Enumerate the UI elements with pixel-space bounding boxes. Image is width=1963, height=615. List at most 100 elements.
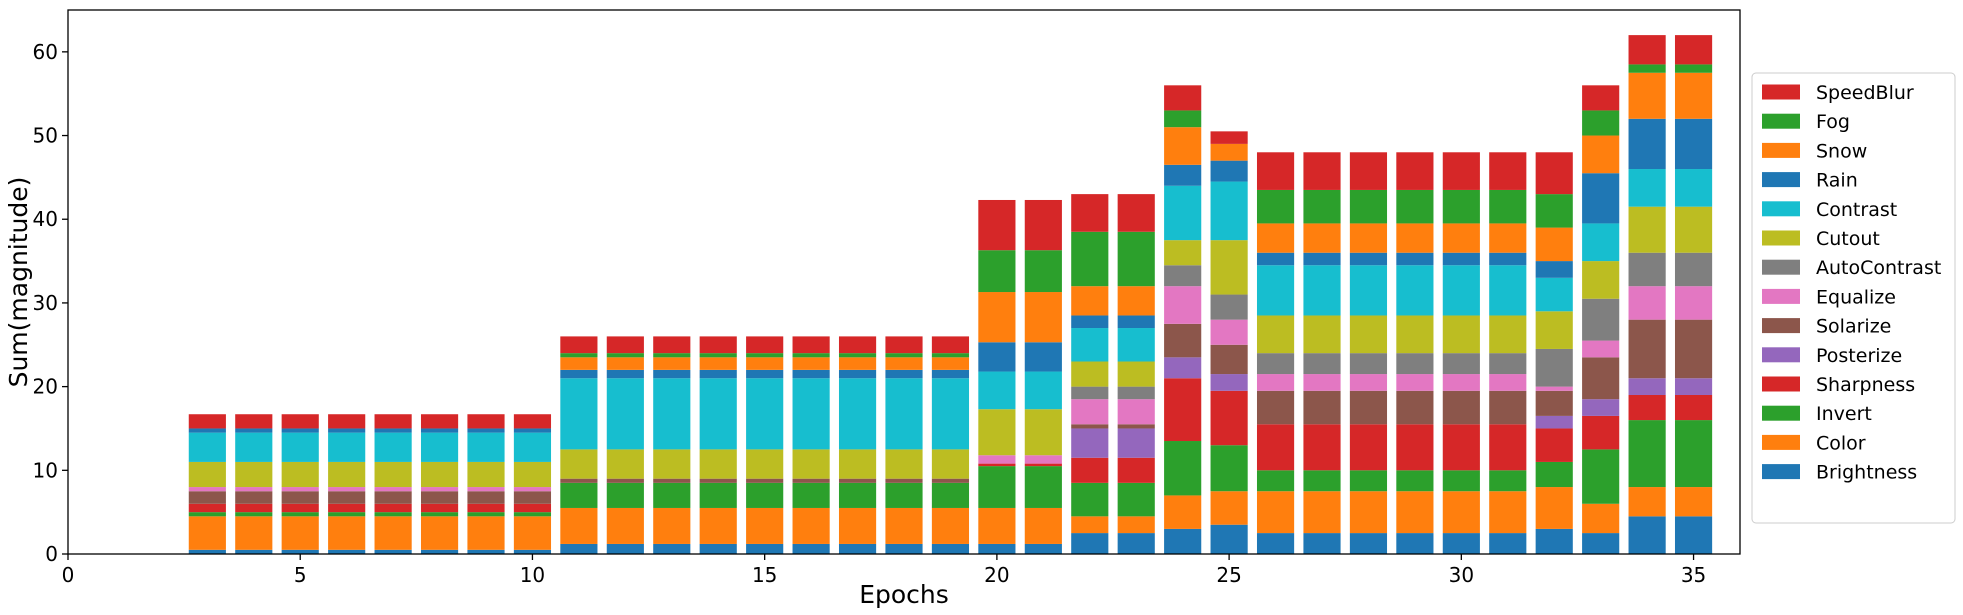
- bars-layer: [188, 35, 1713, 554]
- bar-segment-sharpness-epoch-33: [1582, 415, 1620, 450]
- bar-segment-contrast-epoch-4: [235, 432, 273, 462]
- bar-segment-fog-epoch-23: [1117, 231, 1155, 287]
- bar-segment-speedblur-epoch-30: [1442, 152, 1480, 190]
- bar-segment-solarize-epoch-7: [374, 491, 412, 504]
- bar-segment-equalize-epoch-27: [1303, 374, 1341, 391]
- bar-segment-fog-epoch-12: [606, 353, 644, 358]
- bar-segment-speedblur-epoch-27: [1303, 152, 1341, 190]
- bar-segment-brightness-epoch-30: [1442, 533, 1480, 554]
- bar-segment-equalize-epoch-23: [1117, 399, 1155, 425]
- bar-segment-invert-epoch-8: [420, 512, 459, 517]
- bar-segment-invert-epoch-3: [188, 512, 226, 517]
- bar-segment-solarize-epoch-30: [1442, 390, 1480, 425]
- bar-segment-brightness-epoch-32: [1535, 528, 1573, 554]
- bar-segment-speedblur-epoch-16: [792, 336, 830, 354]
- bar-segment-invert-epoch-4: [235, 512, 273, 517]
- bar-segment-autocontrast-epoch-31: [1489, 353, 1527, 375]
- bar-segment-snow-epoch-20: [978, 292, 1016, 343]
- bar-segment-rain-epoch-4: [235, 428, 273, 433]
- legend-label-color: Color: [1816, 432, 1866, 454]
- bar-segment-snow-epoch-26: [1256, 223, 1295, 253]
- bar-segment-contrast-epoch-9: [467, 432, 505, 462]
- bar-segment-contrast-epoch-33: [1582, 223, 1620, 262]
- bar-segment-sharpness-epoch-9: [467, 503, 505, 513]
- bar-segment-brightness-epoch-27: [1303, 533, 1341, 554]
- x-tick-label: 30: [1449, 563, 1474, 587]
- bar-segment-speedblur-epoch-15: [746, 336, 784, 354]
- bar-segment-brightness-epoch-22: [1071, 533, 1109, 554]
- y-tick-label: 10: [33, 458, 58, 482]
- bar-segment-rain-epoch-29: [1396, 252, 1434, 266]
- bar-segment-equalize-epoch-32: [1535, 386, 1573, 391]
- x-axis-label: Epochs: [859, 580, 949, 609]
- bar-segment-invert-epoch-17: [838, 482, 877, 508]
- bar-segment-equalize-epoch-30: [1442, 374, 1480, 391]
- bar-segment-brightness-epoch-18: [885, 543, 923, 554]
- bar-segment-rain-epoch-6: [328, 428, 366, 433]
- bar-segment-solarize-epoch-27: [1303, 390, 1341, 425]
- bar-segment-color-epoch-27: [1303, 491, 1341, 534]
- bar-segment-fog-epoch-15: [746, 353, 784, 358]
- bar-segment-invert-epoch-23: [1117, 482, 1155, 517]
- bar-segment-speedblur-epoch-3: [188, 414, 226, 429]
- bar-segment-equalize-epoch-26: [1256, 374, 1295, 391]
- bar-segment-posterize-epoch-35: [1674, 378, 1713, 395]
- bar-segment-snow-epoch-19: [931, 357, 970, 370]
- bar-segment-posterize-epoch-23: [1117, 428, 1155, 458]
- bar-segment-invert-epoch-5: [281, 512, 319, 517]
- bar-segment-autocontrast-epoch-35: [1674, 252, 1713, 287]
- bar-segment-contrast-epoch-30: [1442, 265, 1480, 316]
- bar-segment-fog-epoch-24: [1164, 110, 1202, 128]
- bar-segment-cutout-epoch-28: [1349, 315, 1388, 354]
- legend-swatch-autocontrast: [1762, 259, 1800, 275]
- bar-segment-brightness-epoch-10: [513, 549, 552, 554]
- bar-segment-color-epoch-7: [374, 516, 412, 550]
- bar-segment-rain-epoch-26: [1256, 252, 1295, 266]
- bar-segment-cutout-epoch-7: [374, 461, 412, 488]
- bar-segment-solarize-epoch-9: [467, 491, 505, 504]
- bar-segment-fog-epoch-27: [1303, 189, 1341, 224]
- bar-segment-speedblur-epoch-22: [1071, 194, 1109, 232]
- legend-swatch-color: [1762, 434, 1800, 450]
- bar-segment-contrast-epoch-13: [653, 378, 691, 450]
- bar-segment-invert-epoch-14: [699, 482, 737, 508]
- bar-segment-fog-epoch-18: [885, 353, 923, 358]
- bar-segment-color-epoch-33: [1582, 503, 1620, 534]
- bar-segment-sharpness-epoch-23: [1117, 457, 1155, 483]
- legend-frame: [1751, 72, 1956, 524]
- bar-segment-autocontrast-epoch-28: [1349, 353, 1388, 375]
- bar-segment-cutout-epoch-16: [792, 449, 830, 479]
- legend: SpeedBlur Fog Snow Rain Contrast Cutout AutoCo…: [1751, 72, 1956, 524]
- bar-segment-speedblur-epoch-24: [1164, 85, 1202, 111]
- bar-segment-cutout-epoch-15: [746, 449, 784, 479]
- legend-swatch-invert: [1762, 405, 1800, 421]
- bar-segment-brightness-epoch-23: [1117, 533, 1155, 554]
- bar-segment-autocontrast-epoch-23: [1117, 386, 1155, 400]
- bar-segment-brightness-epoch-26: [1256, 533, 1295, 554]
- bar-segment-sharpness-epoch-10: [513, 503, 552, 513]
- bar-segment-sharpness-epoch-21: [1024, 463, 1062, 467]
- bar-segment-speedblur-epoch-29: [1396, 152, 1434, 190]
- bar-segment-cutout-epoch-3: [188, 461, 226, 488]
- bar-segment-equalize-epoch-34: [1628, 286, 1666, 320]
- y-tick-label: 50: [33, 124, 58, 148]
- bar-segment-snow-epoch-13: [653, 357, 691, 370]
- bar-segment-rain-epoch-24: [1164, 164, 1202, 186]
- bar-segment-color-epoch-4: [235, 516, 273, 550]
- bar-segment-equalize-epoch-31: [1489, 374, 1527, 391]
- bar-segment-sharpness-epoch-22: [1071, 457, 1109, 483]
- bar-segment-invert-epoch-15: [746, 482, 784, 508]
- bar-segment-solarize-epoch-11: [560, 478, 598, 483]
- bar-segment-speedblur-epoch-11: [560, 336, 598, 354]
- bar-segment-cutout-epoch-12: [606, 449, 644, 479]
- bar-segment-solarize-epoch-28: [1349, 390, 1388, 425]
- bar-segment-snow-epoch-25: [1210, 143, 1248, 161]
- bar-segment-equalize-epoch-24: [1164, 286, 1202, 324]
- bar-segment-color-epoch-13: [653, 507, 691, 544]
- bar-segment-fog-epoch-21: [1024, 250, 1062, 293]
- bar-segment-invert-epoch-30: [1442, 470, 1480, 492]
- x-tick-label: 20: [984, 563, 1009, 587]
- bar-segment-solarize-epoch-6: [328, 491, 366, 504]
- x-tick-label: 35: [1681, 563, 1706, 587]
